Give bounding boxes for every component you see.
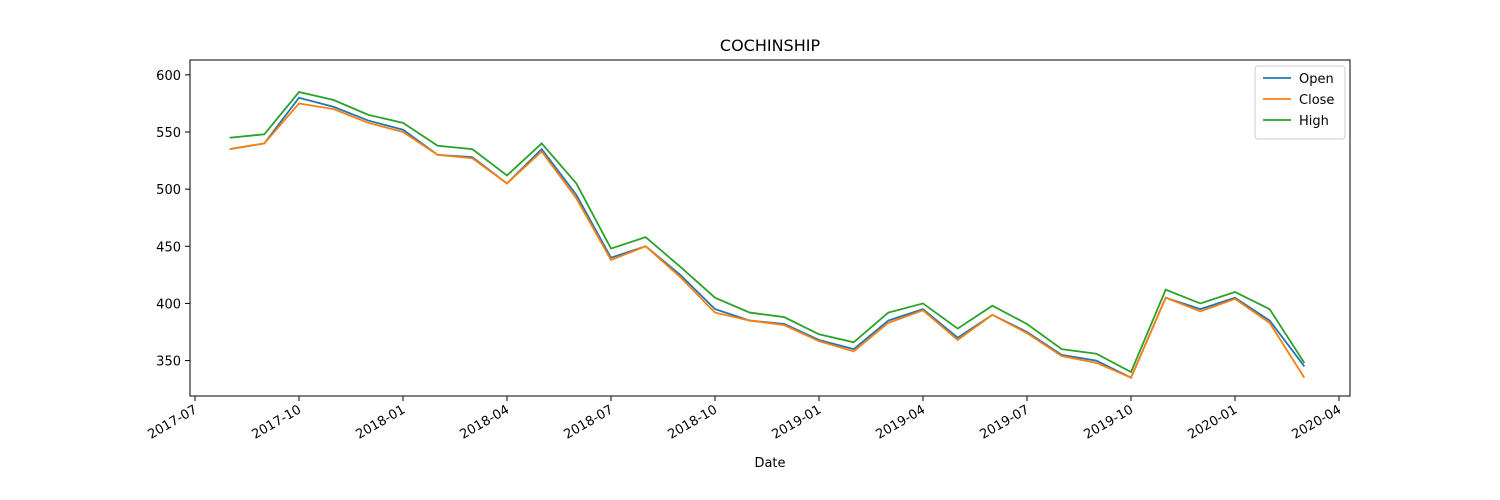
x-tick-label: 2017-07 — [145, 402, 200, 442]
x-tick-label: 2019-01 — [769, 402, 824, 442]
x-tick-label: 2019-07 — [977, 402, 1032, 442]
legend-label: Open — [1299, 72, 1334, 87]
y-tick-label: 400 — [156, 297, 181, 312]
x-tick-label: 2017-10 — [249, 402, 304, 442]
x-tick-label: 2020-04 — [1289, 402, 1344, 442]
x-tick-label: 2018-01 — [353, 402, 408, 442]
line-series — [229, 102, 1306, 379]
x-tick-label: 2018-07 — [561, 402, 616, 442]
y-tick-label: 550 — [156, 126, 181, 141]
x-tick-label: 2020-01 — [1185, 402, 1240, 442]
y-tick-label: 450 — [156, 240, 181, 255]
x-tick-label: 2018-10 — [665, 402, 720, 442]
line-series — [229, 90, 1306, 374]
legend-label: Close — [1299, 93, 1334, 108]
plot-frame — [189, 59, 1351, 397]
legend: Open Close High — [1254, 65, 1346, 140]
x-tick-label: 2018-04 — [457, 402, 512, 442]
y-tick-label: 500 — [156, 183, 181, 198]
line-series — [229, 96, 1306, 379]
chart-title: COCHINSHIP — [720, 36, 821, 55]
x-axis-label: Date — [754, 456, 785, 471]
y-tick-label: 350 — [156, 355, 181, 370]
x-tick-label: 2019-10 — [1081, 402, 1136, 442]
y-tick-label: 600 — [156, 69, 181, 84]
legend-label: High — [1299, 114, 1329, 129]
x-tick-label: 2019-04 — [873, 402, 928, 442]
